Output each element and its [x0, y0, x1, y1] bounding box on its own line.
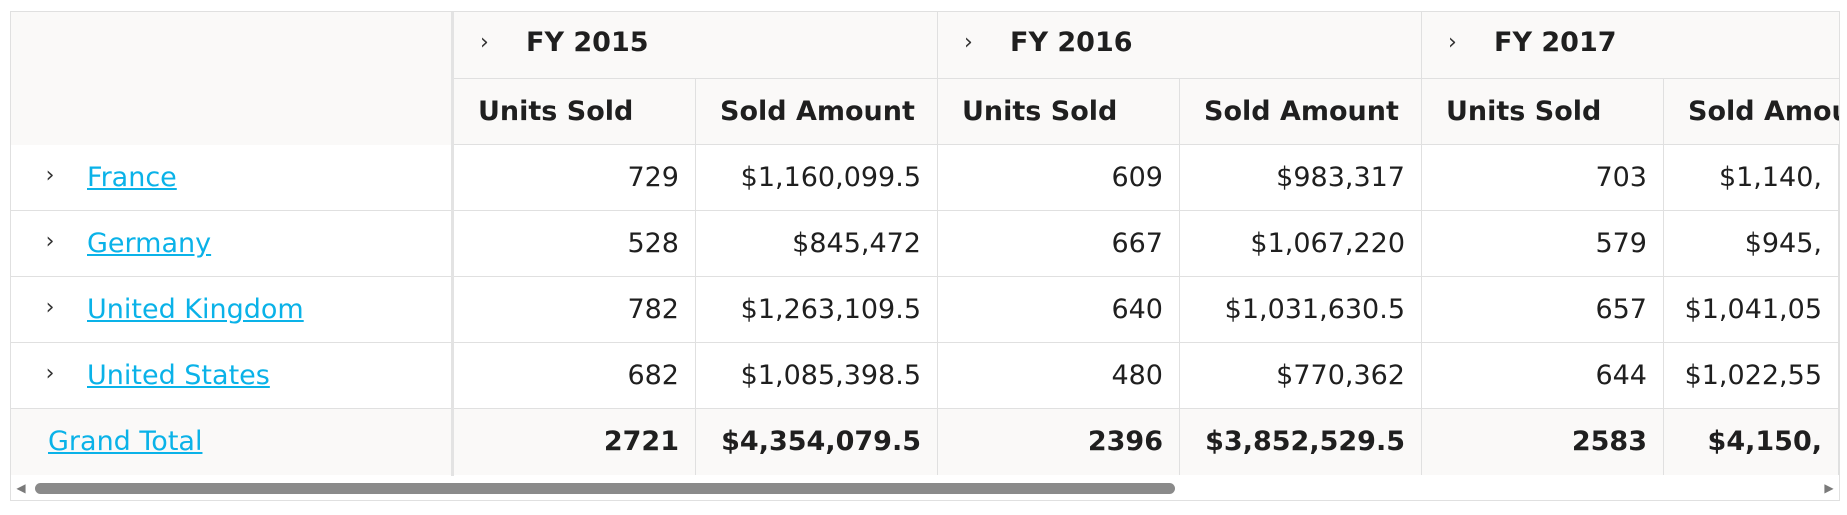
year-label: FY 2016 [1010, 27, 1133, 58]
measure-header-units-sold[interactable]: Units Sold [454, 79, 696, 145]
value-cell[interactable]: $1,067,220 [1180, 211, 1422, 277]
measure-header-units-sold[interactable]: Units Sold [938, 79, 1180, 145]
row-link-united-kingdom[interactable]: United Kingdom [87, 294, 304, 325]
row-header-france: › France [11, 145, 451, 211]
column-header-fy-2017[interactable]: › FY 2017 [1422, 12, 1839, 79]
value-cell[interactable]: $1,263,109.5 [696, 277, 938, 343]
chevron-right-icon[interactable]: › [45, 163, 55, 188]
measure-header-units-sold[interactable]: Units Sold [1422, 79, 1664, 145]
value-cell[interactable]: 579 [1422, 211, 1664, 277]
measure-header-sold-amount[interactable]: Sold Amount [1180, 79, 1422, 145]
row-header-grand-total: Grand Total [11, 409, 451, 475]
grand-total-link[interactable]: Grand Total [48, 426, 203, 457]
scroll-right-arrow-icon[interactable]: ▶ [1824, 481, 1834, 495]
value-cell[interactable]: 528 [454, 211, 696, 277]
value-cell[interactable]: 729 [454, 145, 696, 211]
value-cell[interactable]: 609 [938, 145, 1180, 211]
scrollbar-thumb[interactable] [35, 483, 1175, 494]
row-header-united-kingdom: › United Kingdom [11, 277, 451, 343]
pivot-viewport: › France › Germany › United Kingdom › Un… [11, 12, 1839, 476]
chevron-right-icon[interactable]: › [480, 30, 489, 55]
measure-header-sold-amount[interactable]: Sold Amount [696, 79, 938, 145]
grand-total-cell[interactable]: $4,150, [1664, 409, 1839, 475]
column-header-fy-2016[interactable]: › FY 2016 [938, 12, 1422, 79]
chevron-right-icon[interactable]: › [964, 30, 973, 55]
scroll-left-arrow-icon[interactable]: ◀ [16, 481, 26, 495]
value-cell[interactable]: 657 [1422, 277, 1664, 343]
grand-total-cell[interactable]: 2583 [1422, 409, 1664, 475]
value-cell[interactable]: 644 [1422, 343, 1664, 409]
value-cell[interactable]: $1,085,398.5 [696, 343, 938, 409]
horizontal-scrollbar[interactable]: ◀ ▶ [11, 476, 1839, 500]
value-cell[interactable]: $1,022,55 [1664, 343, 1839, 409]
row-header-united-states: › United States [11, 343, 451, 409]
row-link-germany[interactable]: Germany [87, 228, 212, 259]
grand-total-cell[interactable]: 2721 [454, 409, 696, 475]
grand-total-cell[interactable]: $3,852,529.5 [1180, 409, 1422, 475]
grand-total-cell[interactable]: $4,354,079.5 [696, 409, 938, 475]
value-cell[interactable]: $1,160,099.5 [696, 145, 938, 211]
value-area: › FY 2015 › FY 2016 › FY 2017 Units Sold… [454, 12, 1839, 476]
value-cell[interactable]: $945, [1664, 211, 1839, 277]
chevron-right-icon[interactable]: › [45, 229, 55, 254]
value-cell[interactable]: $1,031,630.5 [1180, 277, 1422, 343]
value-cell[interactable]: $1,041,05 [1664, 277, 1839, 343]
value-cell[interactable]: $770,362 [1180, 343, 1422, 409]
measure-header-sold-amount[interactable]: Sold Amou [1664, 79, 1839, 145]
row-link-united-states[interactable]: United States [87, 360, 270, 391]
row-header-germany: › Germany [11, 211, 451, 277]
year-label: FY 2015 [526, 27, 649, 58]
value-cell[interactable]: $1,140, [1664, 145, 1839, 211]
year-label: FY 2017 [1494, 27, 1617, 58]
chevron-right-icon[interactable]: › [45, 295, 55, 320]
value-cell[interactable]: 703 [1422, 145, 1664, 211]
value-cell[interactable]: $983,317 [1180, 145, 1422, 211]
chevron-right-icon[interactable]: › [1448, 30, 1457, 55]
grand-total-cell[interactable]: 2396 [938, 409, 1180, 475]
row-header-column: › France › Germany › United Kingdom › Un… [11, 12, 454, 476]
column-header-fy-2015[interactable]: › FY 2015 [454, 12, 938, 79]
row-link-france[interactable]: France [87, 162, 177, 193]
value-cell[interactable]: $845,472 [696, 211, 938, 277]
chevron-right-icon[interactable]: › [45, 361, 55, 386]
value-cell[interactable]: 667 [938, 211, 1180, 277]
corner-header [11, 12, 451, 146]
pivot-table: › France › Germany › United Kingdom › Un… [10, 11, 1840, 501]
value-cell[interactable]: 782 [454, 277, 696, 343]
value-cell[interactable]: 480 [938, 343, 1180, 409]
value-cell[interactable]: 640 [938, 277, 1180, 343]
value-cell[interactable]: 682 [454, 343, 696, 409]
